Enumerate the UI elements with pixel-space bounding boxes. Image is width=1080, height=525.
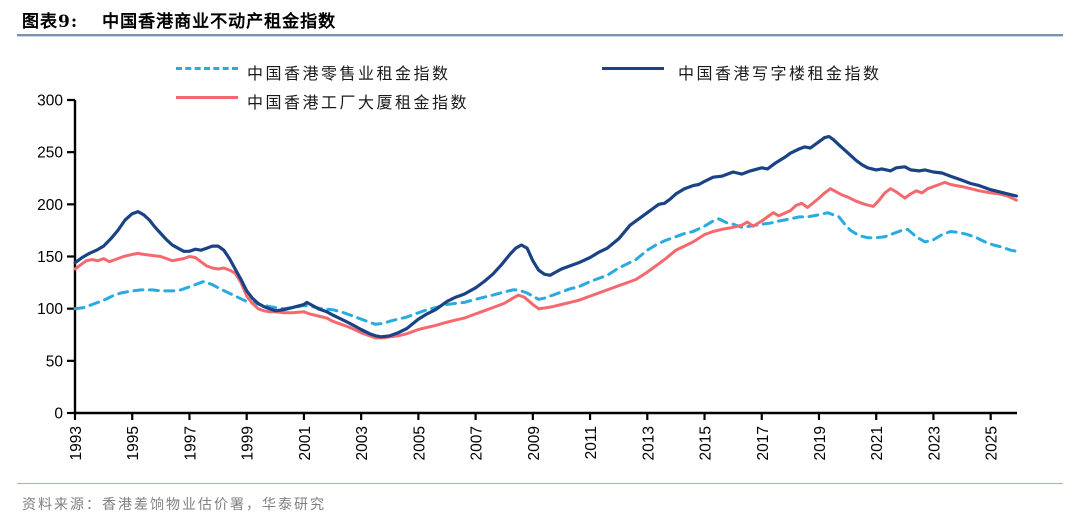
figure-number: 图表9: (22, 12, 79, 32)
factory-legend-marker (176, 96, 238, 99)
figure-title: 中国香港商业不动产租金指数 (102, 12, 337, 32)
svg-text:1997: 1997 (182, 426, 199, 460)
svg-text:2007: 2007 (469, 426, 486, 460)
svg-text:1995: 1995 (125, 426, 142, 460)
office-legend-marker (602, 67, 664, 70)
factory-legend-label: 中国香港工厂大厦租金指数 (247, 93, 470, 112)
svg-text:2011: 2011 (583, 426, 600, 459)
svg-text:2013: 2013 (640, 426, 657, 460)
svg-text:2001: 2001 (297, 426, 314, 460)
footer-divider (17, 483, 1063, 484)
svg-text:100: 100 (37, 301, 63, 318)
svg-text:300: 300 (37, 93, 63, 110)
svg-text:200: 200 (37, 197, 63, 214)
svg-text:2009: 2009 (526, 426, 543, 460)
svg-text:50: 50 (46, 353, 64, 370)
svg-text:1993: 1993 (68, 426, 85, 460)
svg-text:2025: 2025 (984, 426, 1001, 460)
svg-text:1999: 1999 (240, 426, 257, 460)
figure-header: 图表9: 中国香港商业不动产租金指数 (22, 7, 336, 32)
svg-text:2015: 2015 (698, 426, 715, 460)
office-legend-label: 中国香港写字楼租金指数 (678, 64, 882, 83)
svg-text:250: 250 (37, 145, 63, 162)
svg-text:2003: 2003 (354, 426, 371, 460)
svg-text:2023: 2023 (926, 426, 943, 460)
retail-legend-label: 中国香港零售业租金指数 (247, 64, 451, 83)
source-note: 资料来源：香港差饷物业估价署，华泰研究 (22, 497, 326, 513)
svg-text:150: 150 (37, 249, 63, 266)
svg-text:2005: 2005 (411, 426, 428, 460)
svg-text:2017: 2017 (755, 426, 772, 460)
header-divider (17, 34, 1063, 37)
svg-text:2021: 2021 (869, 426, 886, 460)
svg-text:0: 0 (54, 406, 63, 423)
retail-legend-marker (176, 67, 238, 70)
svg-text:2019: 2019 (812, 426, 829, 460)
